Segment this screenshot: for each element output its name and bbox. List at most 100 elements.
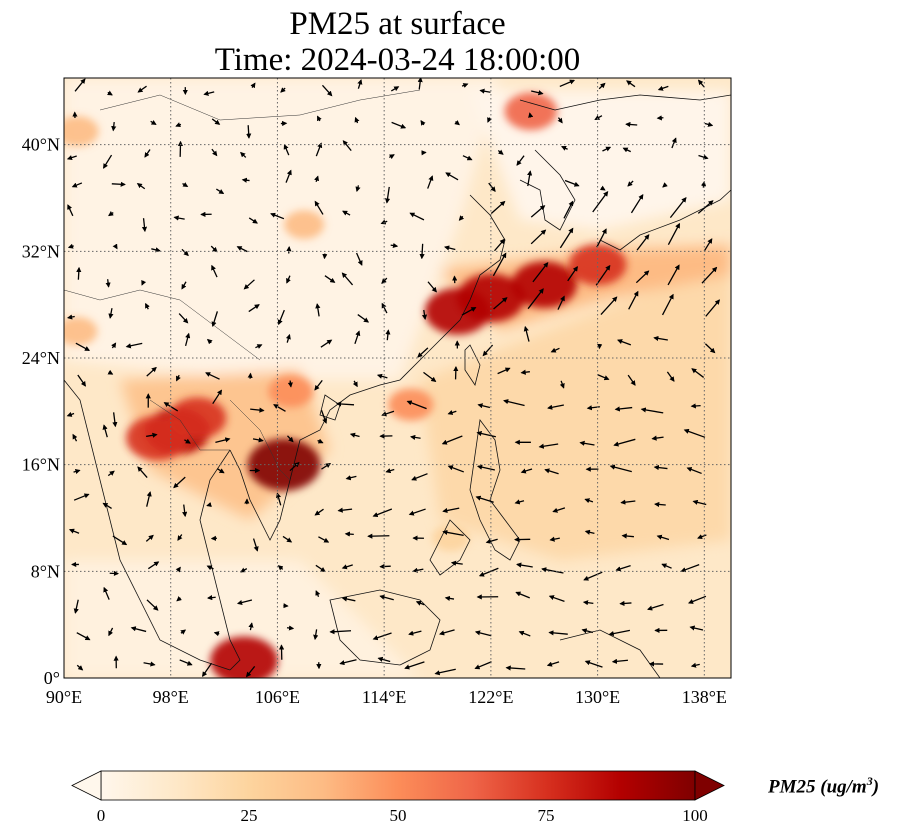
wind-arrow: [584, 660, 603, 668]
wind-arrow: [337, 507, 353, 513]
wind-arrow: [563, 200, 574, 219]
wind-arrow: [182, 182, 189, 188]
y-axis: 0° 8°N 16°N 24°N 32°N 40°N: [22, 135, 60, 688]
wind-arrow: [287, 435, 294, 443]
wind-arrow: [384, 186, 391, 204]
wind-arrow: [179, 659, 193, 666]
wind-arrow: [181, 248, 189, 257]
wind-arrow: [236, 246, 248, 253]
wind-arrow: [474, 661, 492, 670]
y-tick-label: 0°: [44, 668, 60, 688]
wind-arrow: [476, 431, 496, 438]
wind-arrow: [625, 121, 638, 128]
wind-arrow: [474, 630, 492, 637]
y-tick-label: 32°N: [22, 241, 60, 261]
wind-arrow: [103, 586, 110, 600]
wind-arrow: [184, 438, 191, 444]
wind-arrow: [107, 369, 114, 375]
wind-arrow: [388, 154, 395, 160]
wind-arrow: [549, 536, 560, 542]
wind-arrow: [280, 87, 286, 93]
y-tick-label: 40°N: [22, 135, 60, 155]
wind-arrow: [216, 188, 225, 195]
wind-arrow: [341, 564, 353, 570]
wind-arrow: [273, 404, 286, 412]
wind-arrow: [245, 665, 256, 678]
wind-arrow: [178, 313, 189, 324]
wind-arrow: [67, 204, 74, 217]
wind-arrow: [76, 664, 84, 671]
wind-arrow: [206, 338, 213, 345]
wind-arrow: [653, 335, 668, 342]
wind-arrow: [102, 424, 108, 438]
wind-arrow: [137, 85, 147, 93]
wind-arrow: [211, 264, 218, 278]
wind-arrow: [680, 564, 700, 573]
wind-arrow: [108, 211, 114, 217]
wind-arrow: [151, 247, 161, 253]
wind-arrow: [656, 534, 670, 541]
wind-arrow: [318, 536, 330, 543]
wind-arrow: [488, 182, 496, 192]
wind-arrow: [627, 180, 634, 187]
wind-arrow: [477, 403, 491, 409]
wind-arrow: [552, 507, 566, 513]
x-tick-label: 98°E: [153, 687, 189, 707]
wind-arrow: [594, 115, 603, 121]
wind-arrow: [420, 119, 426, 126]
wind-arrow: [103, 154, 113, 169]
wind-arrow: [141, 218, 148, 233]
wind-arrow: [697, 79, 705, 88]
wind-arrow: [479, 88, 491, 94]
wind-arrow: [125, 342, 143, 349]
wind-arrow: [68, 528, 80, 534]
wind-arrow: [688, 595, 707, 604]
wind-arrow: [243, 279, 255, 290]
colorbar-tick: 0: [96, 806, 106, 825]
wind-arrow: [391, 121, 407, 129]
wind-arrow: [181, 281, 187, 290]
wind-arrow: [354, 330, 361, 345]
wind-arrow: [669, 197, 687, 219]
wind-arrow: [417, 347, 429, 358]
wind-arrow: [66, 155, 77, 161]
wind-arrow: [339, 659, 357, 666]
wind-arrow: [546, 661, 560, 667]
wind-arrow: [111, 342, 117, 349]
wind-arrow: [503, 399, 525, 407]
colorbar-body: [100, 770, 696, 801]
wind-arrow: [205, 372, 220, 380]
wind-arrow: [584, 529, 595, 535]
colorbar-label: PM25 (ug/m3): [768, 774, 880, 798]
wind-arrow: [579, 440, 595, 446]
wind-arrow: [478, 567, 499, 577]
wind-arrow: [355, 252, 363, 266]
wind-arrow: [315, 142, 323, 157]
wind-arrow: [434, 668, 456, 676]
wind-arrow: [248, 304, 260, 313]
colorbar-extend-min: [71, 770, 102, 801]
wind-arrow: [691, 368, 705, 378]
pm25-hotspot: [64, 317, 98, 346]
wind-arrow: [248, 217, 258, 224]
wind-arrow: [74, 78, 86, 92]
wind-arrow: [527, 170, 533, 187]
wind-arrow: [144, 149, 151, 158]
wind-arrow: [314, 508, 324, 516]
gridlines: [64, 78, 731, 678]
wind-arrow: [620, 499, 636, 505]
wind-arrow: [66, 314, 75, 320]
wind-arrow: [112, 412, 118, 428]
wind-arrow: [544, 468, 559, 475]
wind-arrow: [66, 411, 75, 417]
wind-arrow: [444, 595, 455, 601]
wind-arrow: [71, 182, 83, 188]
y-tick-label: 24°N: [22, 348, 60, 368]
wind-arrow: [145, 534, 154, 542]
wind-arrow: [215, 437, 231, 444]
wind-arrow: [628, 290, 639, 310]
wind-arrow: [145, 302, 150, 310]
pm25-hotspot: [268, 375, 314, 408]
wind-arrow: [609, 464, 632, 473]
wind-arrow: [419, 243, 425, 260]
